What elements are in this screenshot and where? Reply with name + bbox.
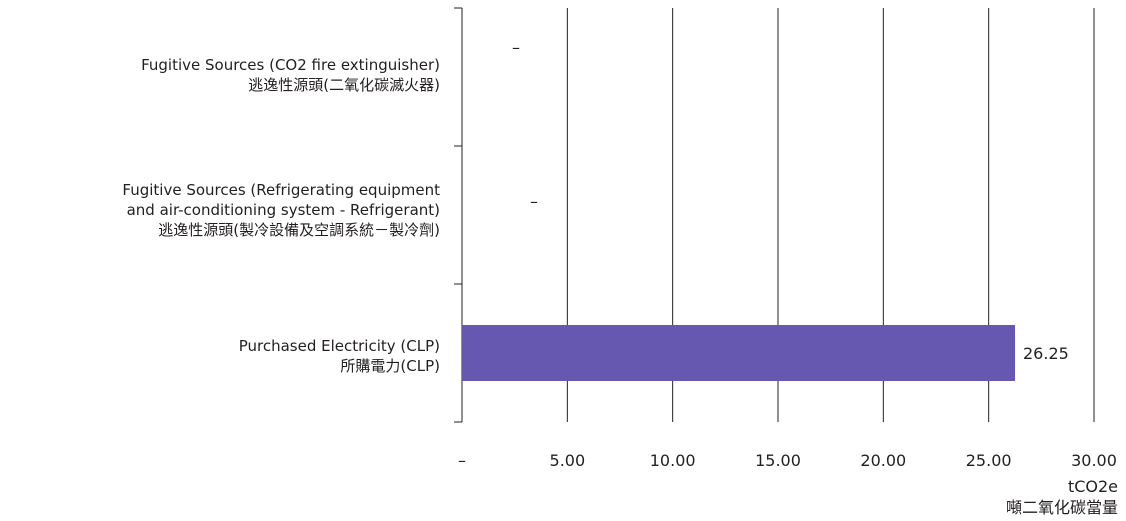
x-axis-unit-zh: 噸二氧化碳當量	[1005, 498, 1118, 517]
category-label-en: Fugitive Sources (CO2 fire extinguisher)	[141, 56, 440, 74]
x-tick-label: 30.00	[1071, 451, 1117, 470]
x-tick-label: 15.00	[755, 451, 801, 470]
category-label-en: Purchased Electricity (CLP)	[238, 337, 440, 355]
y-axis	[454, 7, 463, 423]
data-label: –	[530, 192, 538, 211]
bar	[462, 325, 1015, 381]
x-tick-label: 5.00	[550, 451, 586, 470]
x-tick-label: –	[458, 451, 466, 470]
bars	[462, 325, 1015, 381]
x-tick-labels: – 5.00 10.00 15.00 20.00 25.00 30.00	[458, 451, 1117, 470]
category-label-refrigerant: Fugitive Sources (Refrigerating equipmen…	[0, 180, 440, 240]
x-tick-label: 20.00	[860, 451, 906, 470]
category-label-zh: 逃逸性源頭(二氧化碳滅火器)	[248, 76, 440, 94]
category-label-en-line1: Fugitive Sources (Refrigerating equipmen…	[122, 181, 440, 199]
category-label-zh: 所購電力(CLP)	[340, 357, 440, 375]
data-label: 26.25	[1023, 344, 1069, 363]
data-labels: – – 26.25	[512, 38, 1069, 363]
x-tick-label: 25.00	[966, 451, 1012, 470]
category-label-electricity: Purchased Electricity (CLP) 所購電力(CLP)	[0, 336, 440, 376]
x-axis-unit-en: tCO2e	[1067, 477, 1118, 496]
x-axis-unit-label: tCO2e 噸二氧化碳當量	[1006, 476, 1118, 518]
category-label-en-line2: and air-conditioning system - Refrigeran…	[126, 201, 440, 219]
category-label-co2-extinguisher: Fugitive Sources (CO2 fire extinguisher)…	[0, 55, 440, 95]
data-label: –	[512, 38, 520, 57]
category-label-zh: 逃逸性源頭(製冷設備及空調系統－製冷劑)	[158, 221, 440, 239]
x-tick-label: 10.00	[650, 451, 696, 470]
